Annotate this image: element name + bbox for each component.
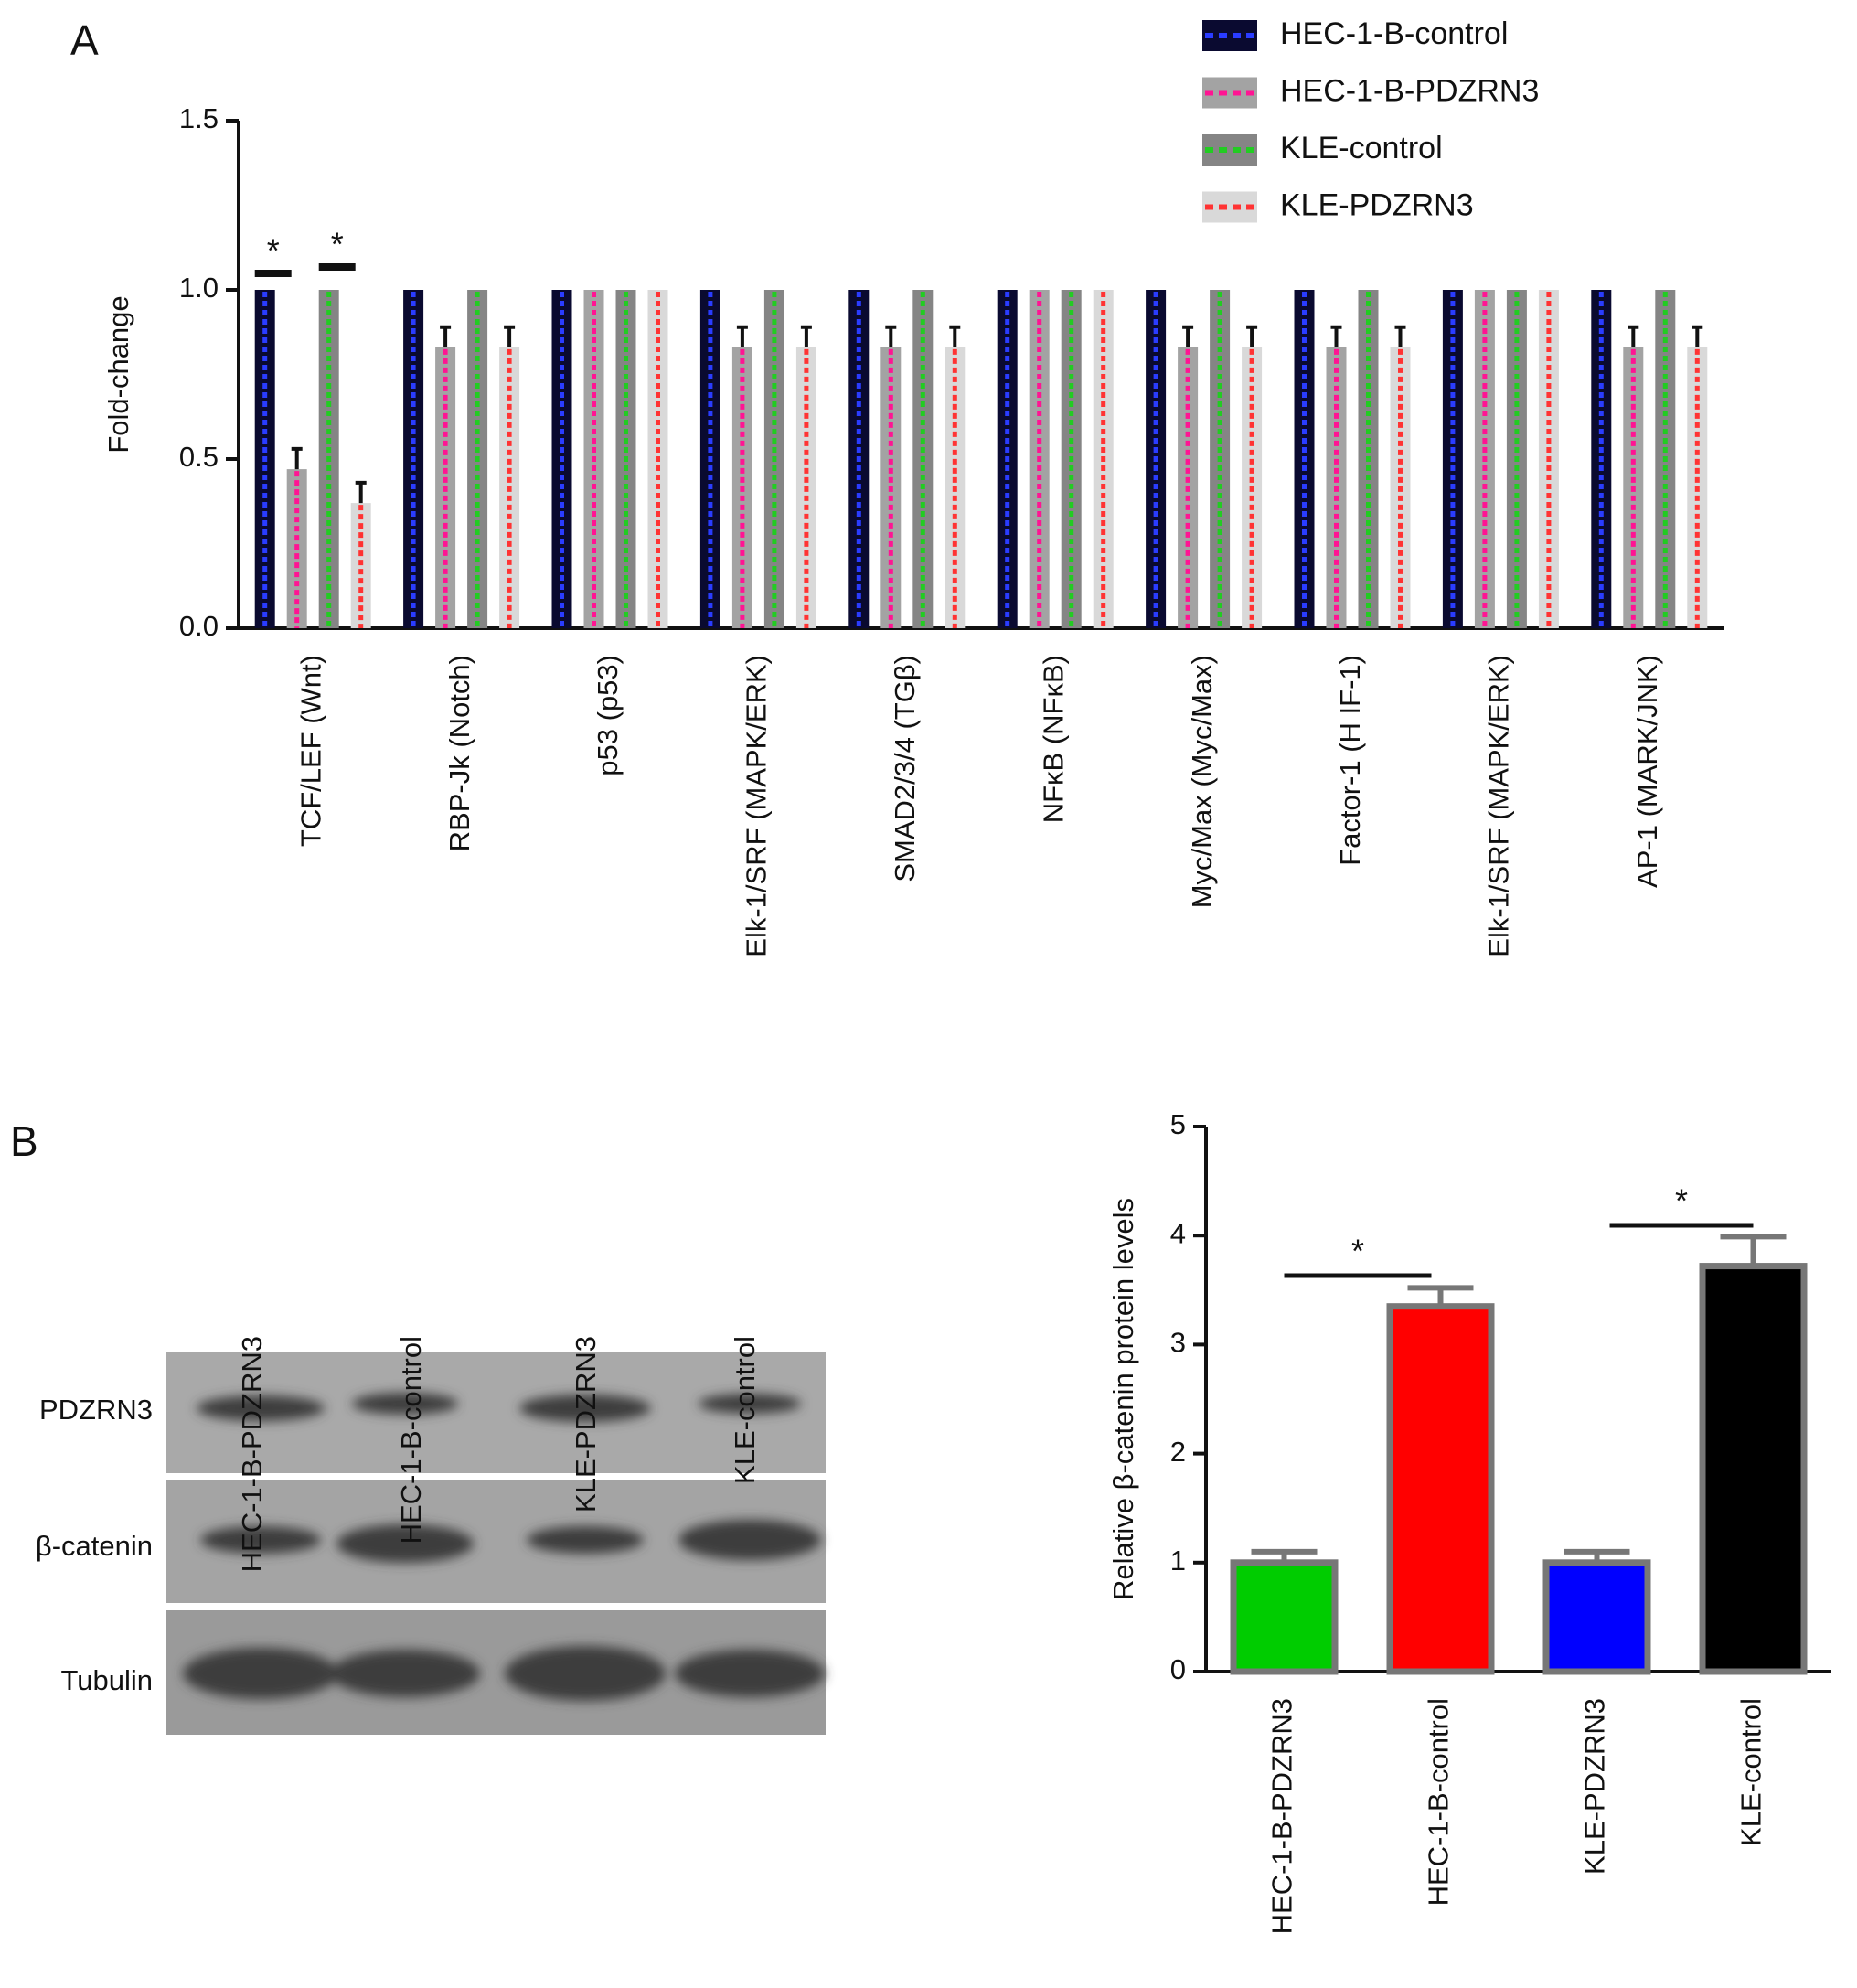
x-tick-label: HEC-1-B-PDZRN3 xyxy=(1266,1698,1298,1934)
significance-star: * xyxy=(267,232,280,270)
error-bar xyxy=(440,325,452,347)
error-bar xyxy=(1720,1234,1787,1267)
error-bar xyxy=(1330,325,1342,347)
y-tick-label: 3 xyxy=(1170,1327,1186,1359)
x-tick-label: TCF/LEF (Wnt) xyxy=(294,655,326,847)
error-bar xyxy=(504,325,516,347)
y-axis-label: Relative β-catenin protein levels xyxy=(1107,1198,1139,1600)
x-tick-label: NFκB (NFκB) xyxy=(1037,655,1069,823)
blot-band xyxy=(352,1393,458,1415)
x-tick-label: RBP-Jk (Notch) xyxy=(443,655,475,851)
legend-label: HEC-1-B-control xyxy=(1280,16,1508,51)
y-tick-label: 1 xyxy=(1170,1544,1186,1577)
lane-label: KLE-control xyxy=(729,1336,761,1484)
y-tick-label: 0.0 xyxy=(179,610,219,642)
blot-band xyxy=(197,1395,325,1421)
blot-band xyxy=(336,1524,474,1563)
x-tick-label: KLE-PDZRN3 xyxy=(1579,1698,1611,1875)
error-bar xyxy=(800,325,812,347)
error-bar xyxy=(1394,325,1406,347)
lane-label: KLE-PDZRN3 xyxy=(570,1336,602,1512)
error-bar xyxy=(355,480,367,504)
blot-band xyxy=(675,1650,825,1697)
y-tick-label: 1.0 xyxy=(179,272,219,304)
x-tick-label: Elk-1/SRF (MAPK/ERK) xyxy=(741,655,773,957)
error-bar xyxy=(291,446,303,470)
y-tick-label: 0 xyxy=(1170,1653,1186,1685)
row-label: Tubulin xyxy=(60,1664,153,1696)
y-tick-label: 2 xyxy=(1170,1436,1186,1468)
blot-band xyxy=(330,1650,480,1697)
x-tick-label: KLE-control xyxy=(1735,1698,1767,1846)
x-tick-label: p53 (p53) xyxy=(592,655,624,776)
bar xyxy=(1230,1559,1339,1675)
y-tick-label: 0.5 xyxy=(179,441,219,473)
blot-band xyxy=(699,1394,801,1414)
error-bar xyxy=(1628,325,1639,347)
bar xyxy=(1542,1559,1651,1675)
y-tick-label: 5 xyxy=(1170,1108,1186,1140)
panel-label: A xyxy=(70,16,99,64)
blot-band xyxy=(527,1526,644,1554)
significance-star: * xyxy=(331,226,344,263)
error-bar xyxy=(1692,325,1703,347)
error-bar xyxy=(1246,325,1258,347)
y-tick-label: 4 xyxy=(1170,1217,1186,1249)
significance-star: * xyxy=(1351,1233,1364,1270)
x-tick-label: Factor-1 (H IF-1) xyxy=(1334,655,1366,866)
error-bar xyxy=(949,325,961,347)
lane-label: HEC-1-B-control xyxy=(395,1336,427,1544)
error-bar xyxy=(1182,325,1194,347)
blot-band xyxy=(200,1526,321,1554)
blot-band xyxy=(678,1520,821,1560)
legend-label: HEC-1-B-PDZRN3 xyxy=(1280,73,1539,108)
error-bar xyxy=(736,325,748,347)
row-label: PDZRN3 xyxy=(39,1394,153,1426)
bar xyxy=(1699,1263,1808,1675)
legend-label: KLE-control xyxy=(1280,131,1443,166)
bar xyxy=(1386,1303,1495,1675)
error-bar xyxy=(885,325,897,347)
legend-label: KLE-PDZRN3 xyxy=(1280,187,1474,222)
lane-label: HEC-1-B-PDZRN3 xyxy=(236,1336,268,1572)
bar xyxy=(350,503,371,628)
panel-label: B xyxy=(10,1117,38,1165)
x-tick-label: AP-1 (MARK/JNK) xyxy=(1631,655,1663,888)
blot-band xyxy=(505,1646,666,1701)
significance-star: * xyxy=(1675,1182,1688,1220)
row-label: β-catenin xyxy=(36,1530,153,1562)
x-tick-label: HEC-1-B-control xyxy=(1423,1698,1455,1906)
x-tick-label: Myc/Max (Myc/Max) xyxy=(1186,655,1218,908)
y-tick-label: 1.5 xyxy=(179,102,219,134)
x-tick-label: Elk-1/SRF (MAPK/ERK) xyxy=(1483,655,1515,957)
blot-band xyxy=(183,1648,338,1699)
blot-image xyxy=(166,1352,826,1735)
y-axis-label: Fold-change xyxy=(102,295,134,453)
x-tick-label: SMAD2/3/4 (TGβ) xyxy=(889,655,921,882)
blot-band xyxy=(519,1395,651,1422)
